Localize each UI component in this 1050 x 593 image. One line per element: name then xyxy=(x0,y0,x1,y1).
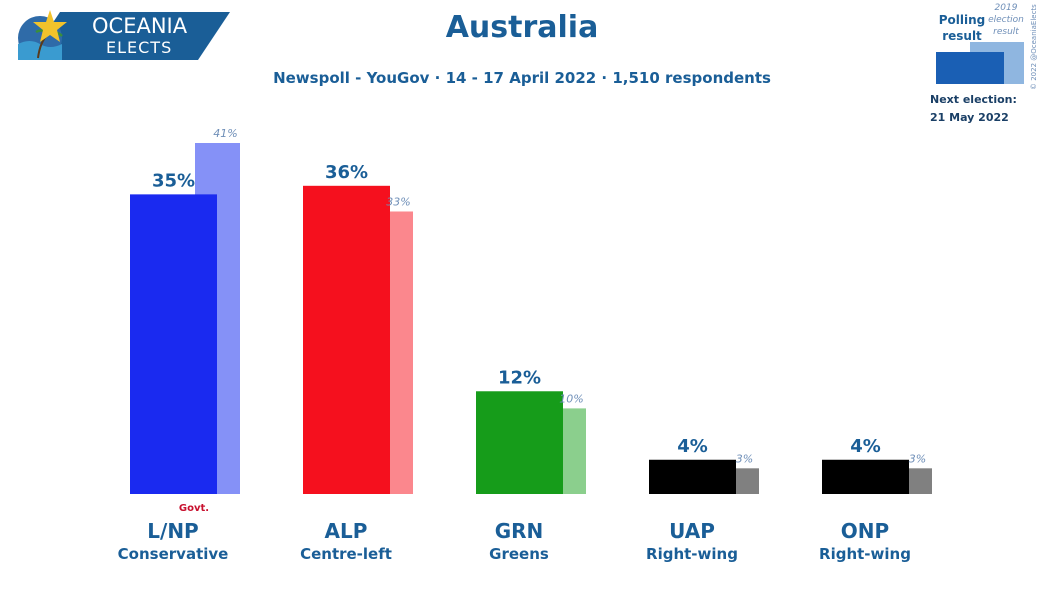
prev-value-label: 33% xyxy=(386,195,410,208)
star-icon xyxy=(33,10,67,42)
party-description: Right-wing xyxy=(646,545,738,563)
party-label: UAP xyxy=(669,519,715,543)
prev-value-label: 3% xyxy=(909,452,926,465)
party-description: Greens xyxy=(489,545,549,563)
bar-current-alp xyxy=(303,185,390,494)
bar-current-onp xyxy=(822,459,909,494)
bars-group: 35% 41% L/NP Conservative Govt. 36% 33% ALP Cent… xyxy=(118,127,932,563)
logo: OCEANIA ELECTS xyxy=(18,10,230,60)
value-label: 4% xyxy=(677,436,708,457)
chart-title: Australia xyxy=(446,10,599,45)
bar-current-lnp xyxy=(130,194,217,495)
chart-subtitle: Newspoll - YouGov · 14 - 17 April 2022 ·… xyxy=(273,69,771,87)
value-label: 35% xyxy=(152,170,195,191)
prev-value-label: 10% xyxy=(559,392,583,405)
party-label: ALP xyxy=(325,519,368,543)
prev-value-label: 41% xyxy=(213,127,237,140)
legend-prev-line2: election xyxy=(988,15,1024,25)
party-description: Centre-left xyxy=(300,545,392,563)
copyright: © 2022 @OceaniaElects xyxy=(1030,4,1038,90)
party-label: L/NP xyxy=(147,519,198,543)
party-description: Right-wing xyxy=(819,545,911,563)
legend: Polling result 2019 election result xyxy=(936,3,1024,84)
prev-value-label: 3% xyxy=(736,452,753,465)
legend-prev-line3: result xyxy=(993,27,1019,37)
next-election-date: 21 May 2022 xyxy=(930,111,1009,124)
party-label: GRN xyxy=(495,519,544,543)
legend-current-line2: result xyxy=(942,29,982,43)
legend-prev-line1: 2019 xyxy=(995,3,1018,13)
value-label: 12% xyxy=(498,367,541,388)
logo-line1: OCEANIA xyxy=(92,14,188,38)
legend-current-line1: Polling xyxy=(939,13,986,27)
govt-label: Govt. xyxy=(179,503,209,514)
logo-line2: ELECTS xyxy=(106,38,172,57)
next-election-label: Next election: xyxy=(930,93,1017,106)
bar-current-grn xyxy=(476,391,563,494)
bar-current-uap xyxy=(649,459,736,494)
party-description: Conservative xyxy=(118,545,229,563)
value-label: 36% xyxy=(325,162,368,183)
legend-current-swatch xyxy=(936,52,1004,84)
party-label: ONP xyxy=(841,519,889,543)
value-label: 4% xyxy=(850,436,881,457)
